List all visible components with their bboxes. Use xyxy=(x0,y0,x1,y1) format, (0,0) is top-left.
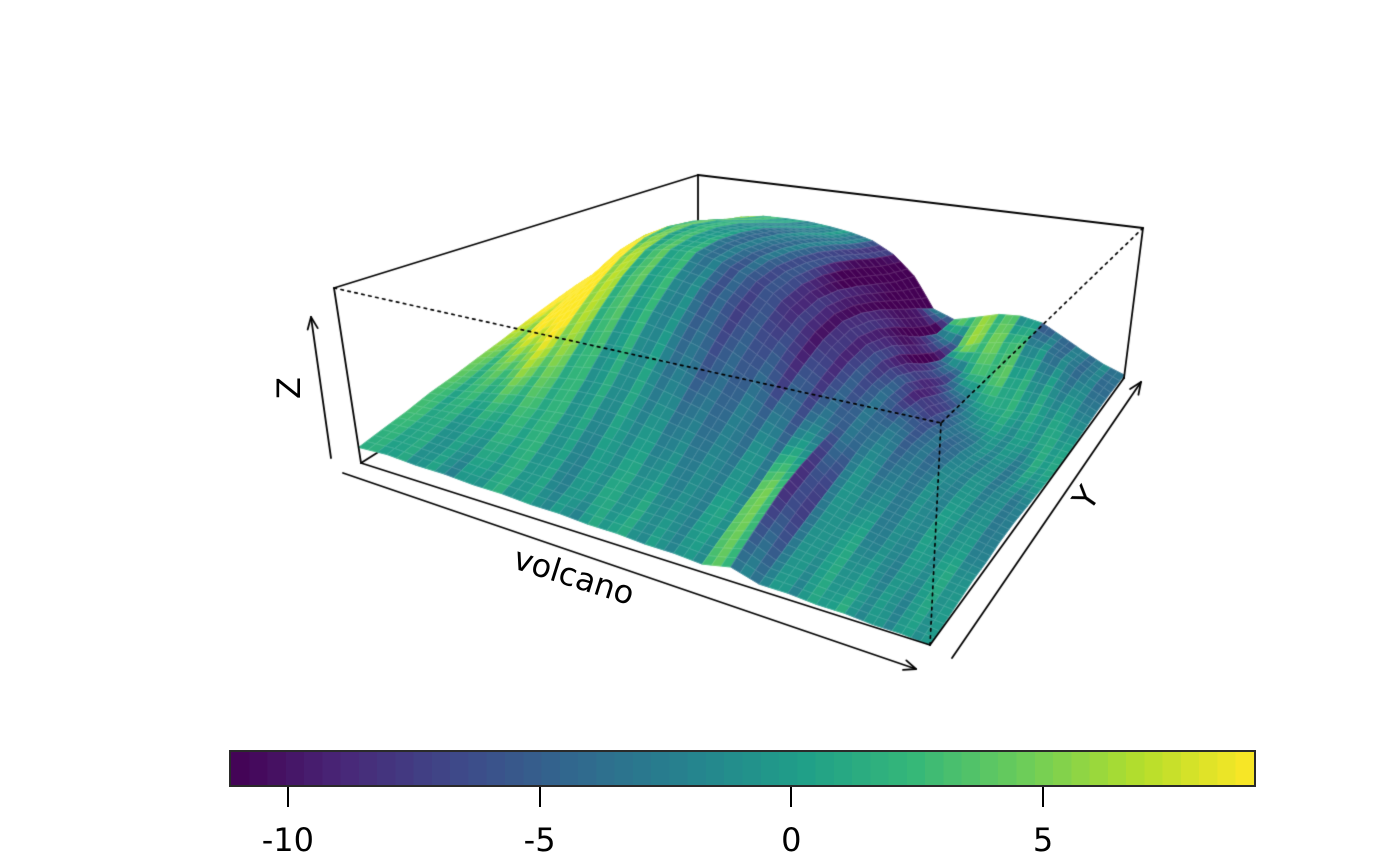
colorbar-tick-label: 5 xyxy=(1032,821,1054,859)
colorbar-tick xyxy=(790,787,793,807)
colorbar-tick xyxy=(538,787,541,807)
colorbar-tick-label: -5 xyxy=(523,821,556,859)
colorbar-tick xyxy=(1042,787,1045,807)
colorbar-tick-label: 0 xyxy=(781,821,802,859)
colorbar-gradient xyxy=(231,752,1254,785)
colorbar xyxy=(229,750,1256,787)
z-axis-label: Z xyxy=(270,377,308,399)
colorbar-tick-label: -10 xyxy=(261,821,315,859)
colorbar-tick xyxy=(286,787,289,807)
